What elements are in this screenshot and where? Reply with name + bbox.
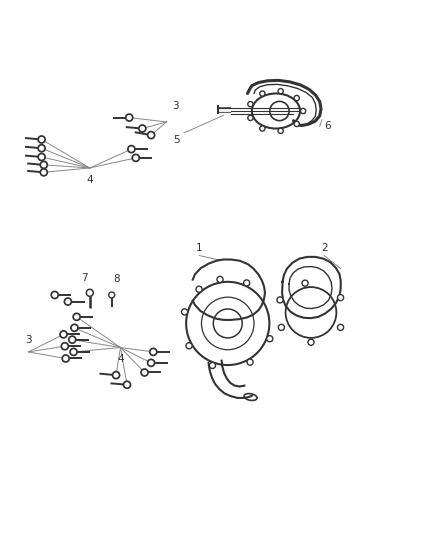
Circle shape (86, 289, 93, 296)
Circle shape (294, 95, 299, 101)
Text: 1: 1 (196, 244, 203, 253)
Circle shape (302, 280, 308, 286)
Circle shape (70, 349, 77, 356)
Circle shape (294, 122, 299, 127)
Circle shape (128, 146, 135, 152)
Circle shape (244, 280, 250, 286)
Circle shape (148, 132, 155, 139)
Circle shape (267, 336, 273, 342)
Circle shape (139, 125, 146, 132)
Circle shape (124, 381, 131, 388)
Circle shape (247, 359, 253, 365)
Circle shape (260, 91, 265, 96)
Circle shape (181, 309, 187, 315)
Circle shape (278, 88, 283, 94)
Circle shape (338, 295, 344, 301)
Circle shape (126, 114, 133, 121)
Circle shape (300, 108, 306, 114)
Text: 2: 2 (321, 244, 328, 253)
Circle shape (38, 136, 45, 143)
Circle shape (196, 286, 202, 292)
Circle shape (38, 145, 45, 152)
Circle shape (71, 324, 78, 332)
Circle shape (277, 297, 283, 303)
Text: 4: 4 (86, 174, 93, 184)
Circle shape (150, 349, 157, 356)
Circle shape (186, 343, 192, 349)
Circle shape (38, 154, 45, 160)
Circle shape (278, 128, 283, 133)
Circle shape (40, 169, 47, 176)
Circle shape (148, 359, 155, 366)
Circle shape (260, 126, 265, 131)
Text: 3: 3 (25, 335, 32, 345)
Circle shape (62, 355, 69, 362)
Circle shape (69, 336, 76, 343)
Circle shape (40, 161, 47, 168)
Circle shape (51, 292, 58, 298)
Text: 8: 8 (113, 274, 120, 284)
Circle shape (278, 324, 284, 330)
Circle shape (209, 362, 215, 368)
Circle shape (113, 372, 120, 378)
Circle shape (217, 277, 223, 282)
Circle shape (248, 101, 253, 107)
Circle shape (141, 369, 148, 376)
Text: 4: 4 (117, 354, 124, 364)
Text: 3: 3 (172, 101, 179, 111)
Circle shape (132, 155, 139, 161)
Circle shape (308, 339, 314, 345)
Circle shape (61, 343, 68, 350)
Circle shape (73, 313, 80, 320)
Circle shape (60, 331, 67, 338)
Circle shape (248, 115, 253, 120)
Circle shape (338, 324, 344, 330)
Text: 5: 5 (173, 135, 180, 145)
Circle shape (109, 292, 115, 298)
Circle shape (64, 298, 71, 305)
Text: 6: 6 (324, 122, 331, 131)
Text: 7: 7 (81, 273, 88, 283)
